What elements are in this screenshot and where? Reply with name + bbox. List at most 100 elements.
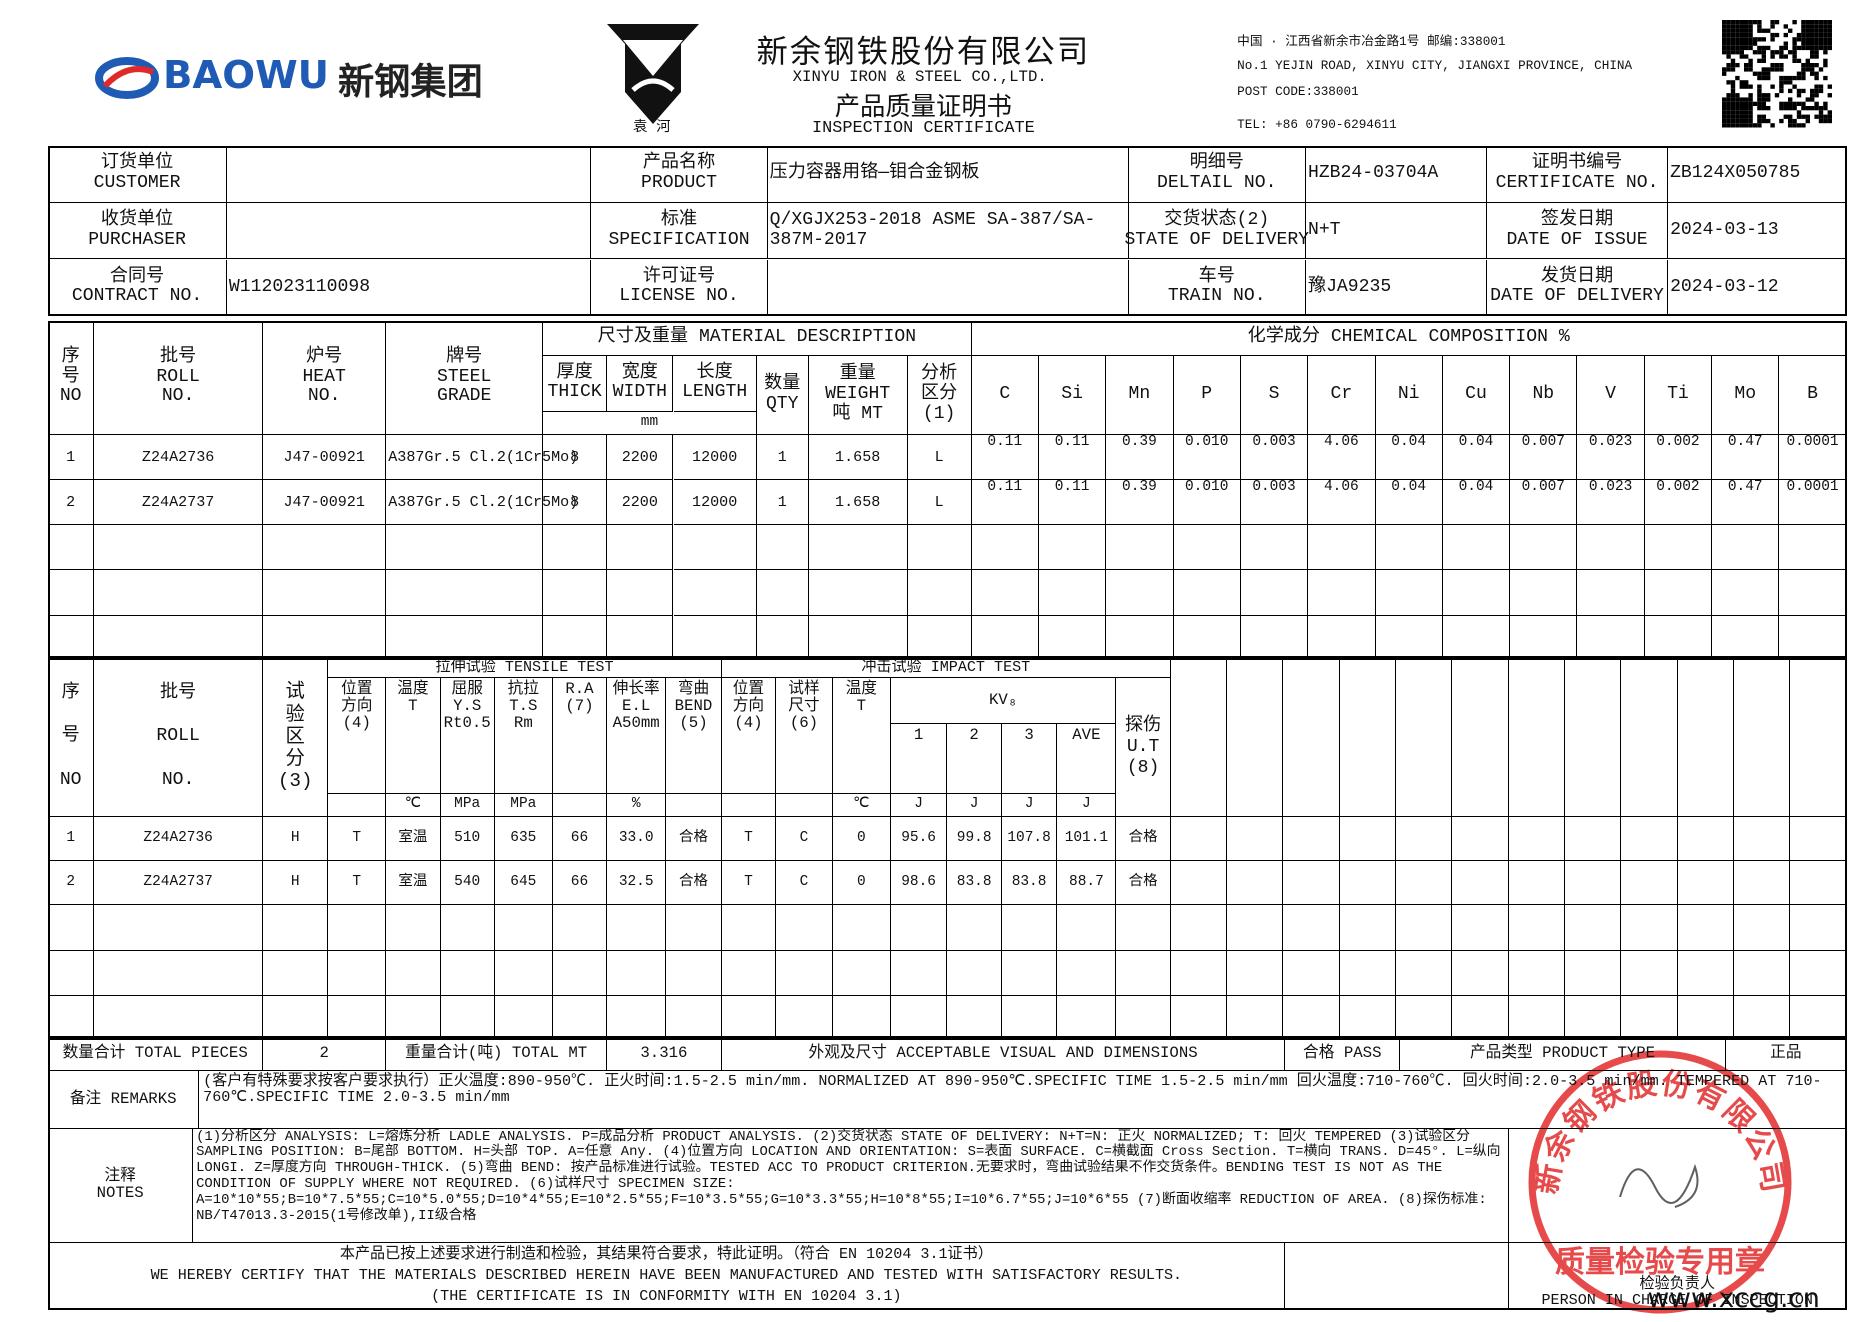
tensile-cell xyxy=(1565,860,1622,906)
qr-module xyxy=(1748,67,1753,72)
qr-module xyxy=(1748,41,1753,46)
tensile-cell: 510 xyxy=(440,817,495,861)
tensile-cell xyxy=(607,951,667,996)
notes-blank xyxy=(1508,1128,1847,1244)
cell-text: A387Gr.5 Cl.2(1Cr5Mo) xyxy=(388,493,579,512)
qr-module xyxy=(1739,101,1744,106)
chem-cell xyxy=(263,525,387,570)
qr-module xyxy=(1810,88,1815,94)
cell-text: 0.023 xyxy=(1588,479,1633,496)
cell-text: CUSTOMER xyxy=(93,172,181,193)
cell-text: MPa xyxy=(510,796,537,813)
qr-module xyxy=(1770,20,1775,25)
chem-header: 炉号 HEAT NO. xyxy=(263,321,387,435)
qr-module xyxy=(1735,45,1740,51)
company-cn: 新余钢铁股份有限公司 xyxy=(756,33,1091,70)
tensile-cell xyxy=(1508,905,1566,952)
qr-module xyxy=(1748,101,1753,106)
cell-text: 1.658 xyxy=(835,493,881,512)
qr-module xyxy=(1748,97,1753,102)
cell-text: 合格 xyxy=(679,829,708,846)
cell-text: 明细号 xyxy=(1189,153,1244,174)
qr-module xyxy=(1801,123,1806,128)
qr-module xyxy=(1735,101,1740,106)
tensile-cell xyxy=(1283,817,1340,861)
chem-cell xyxy=(1173,615,1241,658)
cell-text: T xyxy=(856,697,866,716)
cell-text: (THE CERTIFICATE IS IN CONFORMITY WITH E… xyxy=(431,1287,902,1306)
tensile-cell xyxy=(94,995,264,1038)
cell-text: DATE OF ISSUE xyxy=(1506,229,1648,250)
qr-module xyxy=(1735,50,1740,55)
cell-text: 0.11 xyxy=(1054,433,1090,450)
cell-text: 区 xyxy=(285,725,305,748)
tensile-cell xyxy=(48,995,95,1038)
qr-module xyxy=(1730,84,1736,89)
tensile-cell: 合格 xyxy=(666,817,722,861)
chem-cell xyxy=(48,615,95,658)
qr-module xyxy=(1810,32,1815,38)
qr-module xyxy=(1722,114,1727,119)
qr-module xyxy=(1744,63,1749,68)
tensile-cell xyxy=(1057,951,1117,996)
qr-module xyxy=(1722,37,1727,42)
qr-code xyxy=(1722,20,1832,128)
qr-module xyxy=(1827,114,1832,119)
chem-cell: 0.11 xyxy=(971,480,1039,526)
qr-module xyxy=(1761,118,1766,124)
qr-module xyxy=(1823,37,1828,42)
qr-module xyxy=(1814,45,1819,51)
tensile-cell xyxy=(1565,905,1622,952)
cell-text: 拉伸试验 TENSILE TEST xyxy=(435,658,614,677)
info-value xyxy=(226,146,592,203)
qr-module xyxy=(1774,32,1780,38)
cell-text: 83.8 xyxy=(956,873,992,890)
qr-module xyxy=(1730,37,1736,42)
qr-module xyxy=(1730,41,1736,46)
chem-cell xyxy=(1577,569,1645,616)
tensile-cell xyxy=(1396,951,1453,996)
chem-cell xyxy=(48,569,95,616)
cell-text: 吨 MT xyxy=(832,403,883,424)
tensile-cell xyxy=(1001,951,1058,996)
info-value: 豫JA9235 xyxy=(1305,259,1488,317)
qr-module xyxy=(1744,45,1749,51)
tensile-cell xyxy=(947,995,1002,1038)
chem-header: 牌号 STEEL GRADE xyxy=(386,321,544,435)
qr-module xyxy=(1827,93,1832,98)
tensile-cell xyxy=(1227,817,1284,861)
blank-header xyxy=(1790,657,1847,818)
qr-module xyxy=(1744,54,1749,59)
qr-module xyxy=(1796,101,1802,106)
qr-module xyxy=(1818,84,1824,89)
cell-text: 0.39 xyxy=(1122,433,1157,450)
qr-module xyxy=(1739,80,1744,85)
qr-module xyxy=(1823,101,1828,106)
cell-text: 83.8 xyxy=(1011,873,1047,890)
blank-header xyxy=(1565,657,1622,818)
qr-module xyxy=(1818,41,1824,46)
qr-module xyxy=(1770,24,1775,29)
cell-text: C xyxy=(799,829,809,846)
cell-text: J xyxy=(914,796,923,813)
qr-module xyxy=(1735,24,1740,29)
tensile-cell: 101.1 xyxy=(1057,817,1117,861)
tensile-cell xyxy=(1170,817,1228,861)
qr-module xyxy=(1766,118,1771,124)
qr-module xyxy=(1726,106,1731,111)
chem-cell xyxy=(808,569,908,616)
qr-module xyxy=(1744,97,1749,102)
qr-module xyxy=(1744,32,1749,38)
cell-text: 厚度 xyxy=(556,362,593,383)
cell-text: 注释 xyxy=(104,1167,136,1186)
cell-text: H xyxy=(290,829,300,846)
chem-cell xyxy=(1173,569,1241,616)
cell-text: Ni xyxy=(1397,384,1420,405)
tensile-cell xyxy=(607,905,667,952)
info-label: 签发日期 DATE OF ISSUE xyxy=(1487,202,1669,260)
chem-cell xyxy=(94,615,264,658)
tensile-header: 1 xyxy=(890,724,948,795)
tensile-header: 位置 方向 (4) xyxy=(328,678,387,795)
cell-text: 抗拉 xyxy=(507,680,539,699)
cell-text: 99.8 xyxy=(956,829,992,846)
